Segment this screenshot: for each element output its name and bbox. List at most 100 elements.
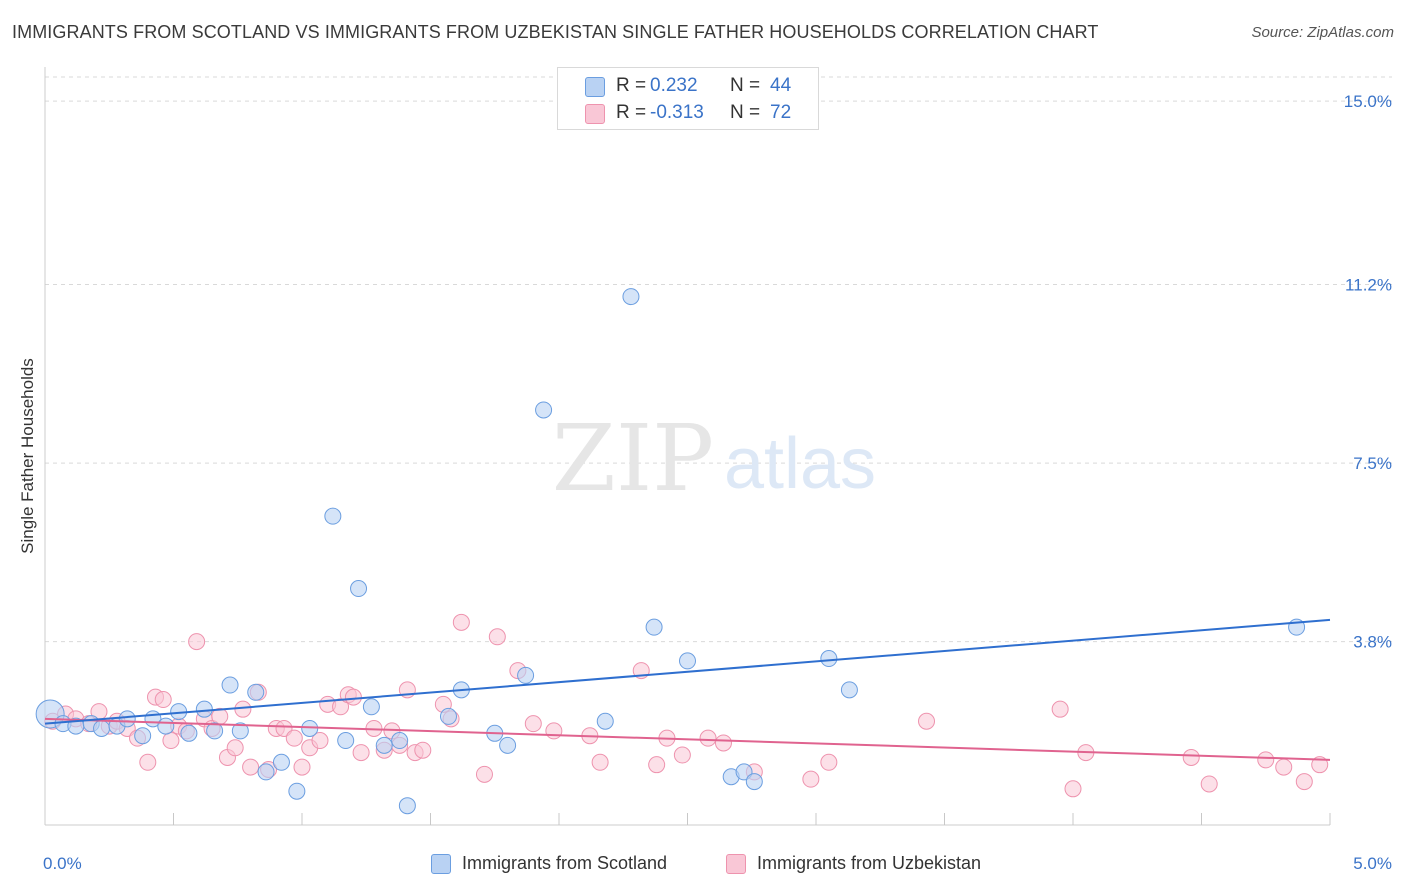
x-tick-label: 5.0% (1353, 854, 1392, 873)
scotland-point (118, 710, 136, 728)
y-tick-label: 3.8% (1353, 633, 1392, 652)
scotland-point (398, 797, 416, 815)
r-label: R = (616, 75, 647, 96)
scotland-point (247, 683, 265, 701)
uzbekistan-point (234, 700, 252, 718)
watermark-atlas: atlas (724, 424, 876, 504)
uzbekistan-point (311, 732, 329, 750)
scotland-point (221, 676, 239, 694)
uzbekistan-point (918, 712, 936, 730)
scotland-point (820, 650, 838, 668)
scotland-point (645, 618, 663, 636)
uzbekistan-point (1051, 700, 1069, 718)
uzbekistan-point (332, 698, 350, 716)
n-label: N = (730, 75, 761, 96)
uzbekistan-point (591, 753, 609, 771)
scotland-point (257, 763, 275, 781)
scotland-point (499, 736, 517, 754)
source-credit: Source: ZipAtlas.com (1251, 24, 1394, 41)
scotland-point (596, 712, 614, 730)
scotland-point (288, 782, 306, 800)
uzbekistan-point (1182, 748, 1200, 766)
uzbekistan-point (673, 746, 691, 764)
scotland-swatch (585, 77, 605, 97)
trend-lines (44, 618, 1331, 761)
uzbekistan-point (1295, 773, 1313, 791)
scotland-point (231, 722, 249, 740)
uzbekistan-point (285, 729, 303, 747)
uzbekistan-point (154, 691, 172, 709)
uzbekistan-point (1275, 758, 1293, 776)
scotland-point (745, 773, 763, 791)
y-tick-label: 15.0% (1344, 92, 1392, 111)
scotland-point (324, 507, 342, 525)
axes (44, 67, 1331, 826)
scotland-point (337, 732, 355, 750)
y-tick-label: 7.5% (1353, 454, 1392, 473)
r-label: R = (616, 102, 647, 123)
scotland-legend-label: Immigrants from Scotland (462, 853, 668, 873)
uzbekistan-point (352, 744, 370, 762)
scotland-point (517, 666, 535, 684)
gridlines (45, 76, 1392, 643)
uzbekistan-point (1064, 780, 1082, 798)
uzbekistan-point (545, 722, 563, 740)
scotland-point (375, 736, 393, 754)
scotland-point (622, 288, 640, 306)
scotland-point (157, 717, 175, 735)
uzbekistan-point (488, 628, 506, 646)
scotland-point (301, 719, 319, 737)
correlation-legend: R = 0.232 N = 44 R = -0.313 N = 72 (557, 67, 819, 130)
r-value: 0.232 (650, 75, 698, 96)
uzbekistan-point (820, 753, 838, 771)
scotland-legend-swatch (431, 854, 451, 874)
uzbekistan-point (242, 758, 260, 776)
scotland-point (391, 732, 409, 750)
uzbekistan-point (1257, 751, 1275, 769)
uzbekistan-point (188, 633, 206, 651)
n-value: 72 (770, 102, 792, 123)
uzbekistan-legend-swatch (726, 854, 746, 874)
y-axis-label: Single Father Households (18, 358, 37, 554)
uzbekistan-point (344, 688, 362, 706)
uzbekistan-point (139, 753, 157, 771)
uzbekistan-point (699, 729, 717, 747)
uzbekistan-point (293, 758, 311, 776)
uzbekistan-point (648, 756, 666, 774)
uzbekistan-point (802, 770, 820, 788)
scotland-point (362, 698, 380, 716)
scotland-point (840, 681, 858, 699)
uzbekistan-point (524, 715, 542, 733)
uzbekistan-point (226, 739, 244, 757)
legend-row-scotland: R = 0.232 N = 44 (558, 73, 818, 101)
uzbekistan-point (452, 613, 470, 631)
y-tick-labels: 3.8% 7.5% 11.2% 15.0% (1344, 92, 1392, 651)
n-value: 44 (770, 75, 792, 96)
uzbekistan-trend-line (44, 717, 1331, 761)
uzbekistan-swatch (585, 104, 605, 124)
scotland-trend-line (44, 618, 1331, 725)
legend-row-uzbekistan: R = -0.313 N = 72 (558, 100, 818, 128)
scotland-point (206, 722, 224, 740)
scotland-point (679, 652, 696, 670)
uzbekistan-legend-label: Immigrants from Uzbekistan (757, 853, 982, 873)
scotland-point (180, 724, 198, 742)
uzbekistan-point (1200, 775, 1218, 793)
scotland-point (439, 707, 457, 725)
uzbekistan-point (162, 732, 180, 750)
scotland-point (195, 700, 213, 718)
n-label: N = (730, 102, 761, 123)
uzbekistan-point (414, 741, 432, 759)
scotland-point (535, 401, 553, 419)
x-tick-labels: 0.0% 5.0% (43, 854, 1392, 873)
y-tick-label: 11.2% (1345, 276, 1392, 295)
chart-title: IMMIGRANTS FROM SCOTLAND VS IMMIGRANTS F… (12, 22, 1099, 42)
watermark-zip: ZIP (552, 405, 714, 512)
uzbekistan-point (475, 765, 493, 783)
scotland-point (272, 753, 290, 771)
scotland-point (93, 719, 111, 737)
uzbekistan-point (1311, 756, 1329, 774)
uzbekistan-point (714, 734, 732, 752)
scotland-point (350, 580, 368, 598)
